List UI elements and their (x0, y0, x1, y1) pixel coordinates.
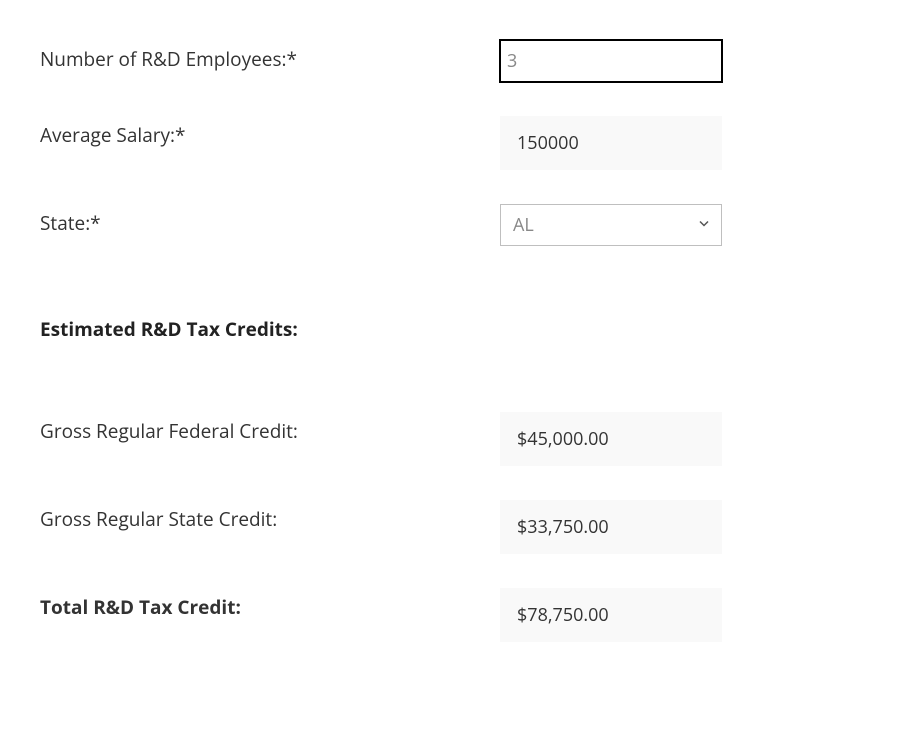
row-employees: Number of R&D Employees:* (40, 40, 881, 82)
label-state-credit: Gross Regular State Credit: (40, 500, 500, 532)
input-salary[interactable]: 150000 (500, 116, 722, 170)
field-state: AL (500, 204, 722, 246)
row-total-credit: Total R&D Tax Credit: $78,750.00 (40, 588, 881, 642)
row-salary: Average Salary:* 150000 (40, 116, 881, 170)
row-state: State:* AL (40, 204, 881, 246)
label-total-credit: Total R&D Tax Credit: (40, 588, 500, 620)
value-state-credit: $33,750.00 (500, 500, 722, 554)
field-federal-credit: $45,000.00 (500, 412, 722, 466)
label-salary: Average Salary:* (40, 116, 500, 148)
label-employees: Number of R&D Employees:* (40, 40, 500, 72)
field-salary: 150000 (500, 116, 722, 170)
label-federal-credit: Gross Regular Federal Credit: (40, 412, 500, 444)
field-employees (500, 40, 722, 82)
select-state[interactable]: AL (500, 204, 722, 246)
heading-estimated-credits: Estimated R&D Tax Credits: (40, 316, 881, 342)
label-state: State:* (40, 204, 500, 236)
row-federal-credit: Gross Regular Federal Credit: $45,000.00 (40, 412, 881, 466)
row-state-credit: Gross Regular State Credit: $33,750.00 (40, 500, 881, 554)
field-total-credit: $78,750.00 (500, 588, 722, 642)
input-employees[interactable] (500, 40, 722, 82)
value-federal-credit: $45,000.00 (500, 412, 722, 466)
select-wrap-state: AL (500, 204, 722, 246)
value-total-credit: $78,750.00 (500, 588, 722, 642)
field-state-credit: $33,750.00 (500, 500, 722, 554)
